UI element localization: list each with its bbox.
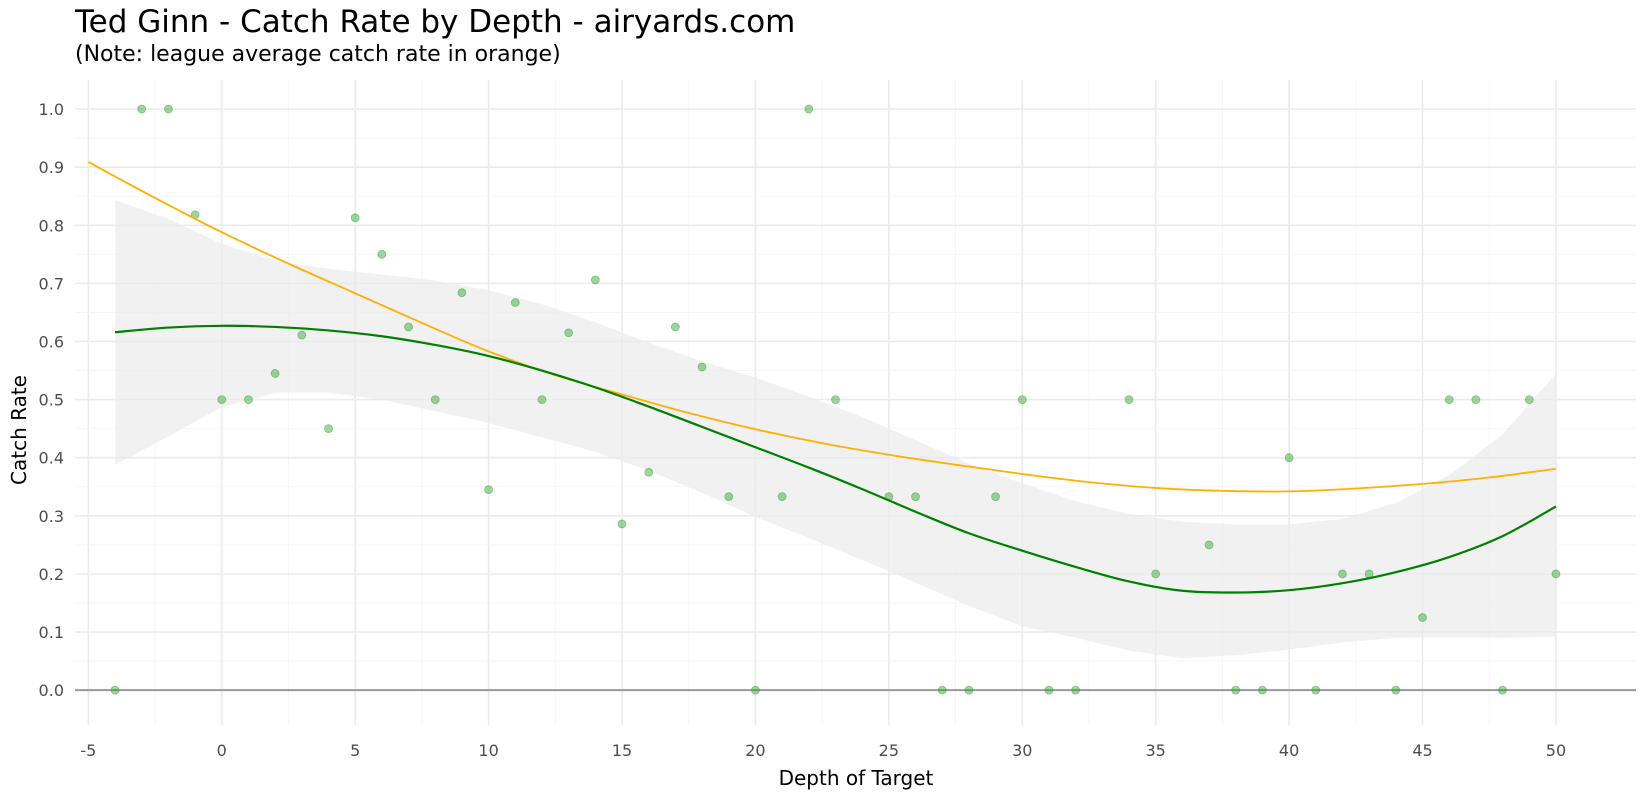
data-point — [137, 104, 147, 114]
y-tick-label: 0.8 — [39, 216, 64, 235]
data-point — [1044, 685, 1054, 695]
data-point — [590, 275, 600, 285]
data-point — [110, 685, 120, 695]
data-point — [297, 330, 307, 340]
data-point — [404, 322, 413, 332]
y-tick-label: 0.9 — [39, 158, 64, 177]
x-tick-label: 20 — [745, 741, 765, 760]
player-smooth-layer — [114, 324, 1557, 594]
chart-subtitle: (Note: league average catch rate in oran… — [75, 42, 561, 67]
x-axis-title: Depth of Target — [779, 766, 934, 790]
data-point — [484, 485, 493, 495]
data-point — [537, 395, 547, 404]
data-point — [1151, 569, 1161, 579]
data-point — [1311, 685, 1321, 695]
y-tick-label: 0.4 — [39, 449, 64, 468]
y-tick-label: 0.0 — [39, 681, 64, 700]
data-point — [1017, 395, 1027, 404]
confidence-band — [115, 200, 1556, 659]
data-point — [244, 395, 253, 404]
league-average-layer — [87, 161, 1557, 493]
x-tick-label: 30 — [1012, 741, 1032, 760]
data-point — [1258, 685, 1267, 695]
data-point — [937, 685, 947, 695]
x-tick-label: 45 — [1412, 741, 1432, 760]
data-point — [324, 424, 333, 434]
x-tick-label: 35 — [1146, 741, 1166, 760]
y-tick-label: 0.1 — [39, 623, 64, 642]
data-point — [1124, 395, 1134, 404]
data-point — [697, 362, 707, 372]
x-tick-label: -5 — [80, 741, 96, 760]
data-point — [163, 104, 173, 114]
data-point — [991, 492, 1000, 502]
data-point — [1071, 685, 1081, 695]
x-tick-label: 10 — [478, 741, 498, 760]
data-point — [670, 322, 680, 332]
data-point — [1524, 395, 1534, 404]
chart-title: Ted Ginn - Catch Rate by Depth - airyard… — [75, 4, 796, 40]
data-point — [564, 328, 574, 338]
y-axis-title: Catch Rate — [7, 375, 31, 485]
data-point — [1444, 395, 1454, 404]
y-tick-label: 0.5 — [39, 391, 64, 410]
data-point — [911, 492, 920, 502]
x-tick-label: 40 — [1279, 741, 1299, 760]
data-point — [644, 467, 654, 477]
y-tick-label: 1.0 — [39, 100, 64, 119]
data-point — [1418, 613, 1427, 622]
data-point — [217, 395, 227, 404]
y-tick-label: 0.6 — [39, 332, 64, 351]
data-point — [430, 395, 440, 404]
data-point — [831, 395, 840, 404]
data-point — [1338, 569, 1347, 579]
data-point — [617, 519, 627, 529]
y-tick-label: 0.2 — [39, 565, 64, 584]
data-point — [1471, 395, 1481, 404]
data-point — [1284, 453, 1294, 463]
data-point — [1204, 540, 1214, 550]
data-point — [724, 492, 734, 502]
y-axis-ticks: 0.0 0.1 0.2 0.3 0.4 0.5 0.6 0.7 0.8 0.9 1.0 — [39, 100, 64, 700]
data-point — [1498, 685, 1507, 695]
data-point — [964, 685, 974, 695]
x-tick-label: 50 — [1546, 741, 1566, 760]
data-point — [1391, 685, 1401, 695]
player-smooth-line — [114, 324, 1557, 594]
x-tick-label: 5 — [350, 741, 360, 760]
x-tick-label: 15 — [612, 741, 632, 760]
x-tick-label: 0 — [217, 741, 227, 760]
x-tick-label: 25 — [879, 741, 899, 760]
league-average-line — [87, 161, 1557, 493]
data-point — [1231, 685, 1241, 695]
y-tick-label: 0.7 — [39, 274, 64, 293]
data-point — [270, 369, 280, 378]
data-point — [1551, 569, 1561, 579]
data-point — [377, 249, 387, 259]
data-point — [457, 288, 467, 298]
data-point — [777, 492, 787, 502]
y-tick-label: 0.3 — [39, 507, 64, 526]
confidence-band-layer — [115, 200, 1556, 659]
data-points — [110, 104, 1561, 695]
data-point — [510, 298, 520, 307]
data-point — [350, 213, 360, 223]
data-point — [804, 104, 814, 114]
data-point — [751, 685, 760, 695]
x-axis-ticks: -5 0 5 10 15 20 25 30 35 40 45 50 — [80, 741, 1566, 760]
